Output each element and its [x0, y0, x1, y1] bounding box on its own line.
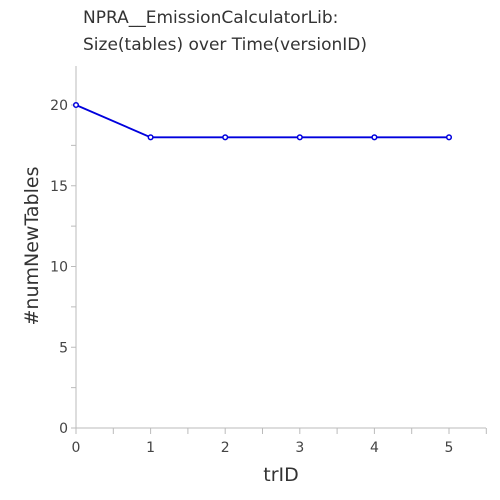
plot-area — [72, 101, 453, 141]
axes — [75, 66, 486, 429]
y-tick-label: 10 — [50, 260, 68, 276]
data-point — [445, 134, 453, 141]
y-tick-label: 15 — [50, 179, 68, 195]
x-tick-label: 4 — [370, 440, 379, 456]
chart-title-line-2: Size(tables) over Time(versionID) — [83, 35, 367, 55]
y-tick-label: 20 — [50, 98, 68, 114]
ticks: 0 5 10 15 20 0 1 2 3 4 5 — [50, 98, 487, 456]
data-point — [296, 134, 303, 141]
x-tick-label: 5 — [445, 440, 454, 456]
x-tick-label: 1 — [146, 440, 155, 456]
y-tick-label: 0 — [59, 421, 68, 437]
data-point — [222, 134, 229, 141]
data-point — [72, 101, 80, 109]
y-tick-label: 5 — [59, 340, 68, 356]
x-axis-label: trID — [263, 464, 299, 486]
x-tick-label: 2 — [221, 440, 230, 456]
chart-title-line-1: NPRA__EmissionCalculatorLib: — [83, 8, 338, 28]
x-tick-label: 3 — [295, 440, 304, 456]
y-axis-label: #numNewTables — [21, 167, 43, 326]
x-tick-label: 0 — [72, 440, 81, 456]
data-point — [371, 134, 378, 141]
data-point — [147, 134, 154, 141]
series-line — [75, 104, 449, 139]
